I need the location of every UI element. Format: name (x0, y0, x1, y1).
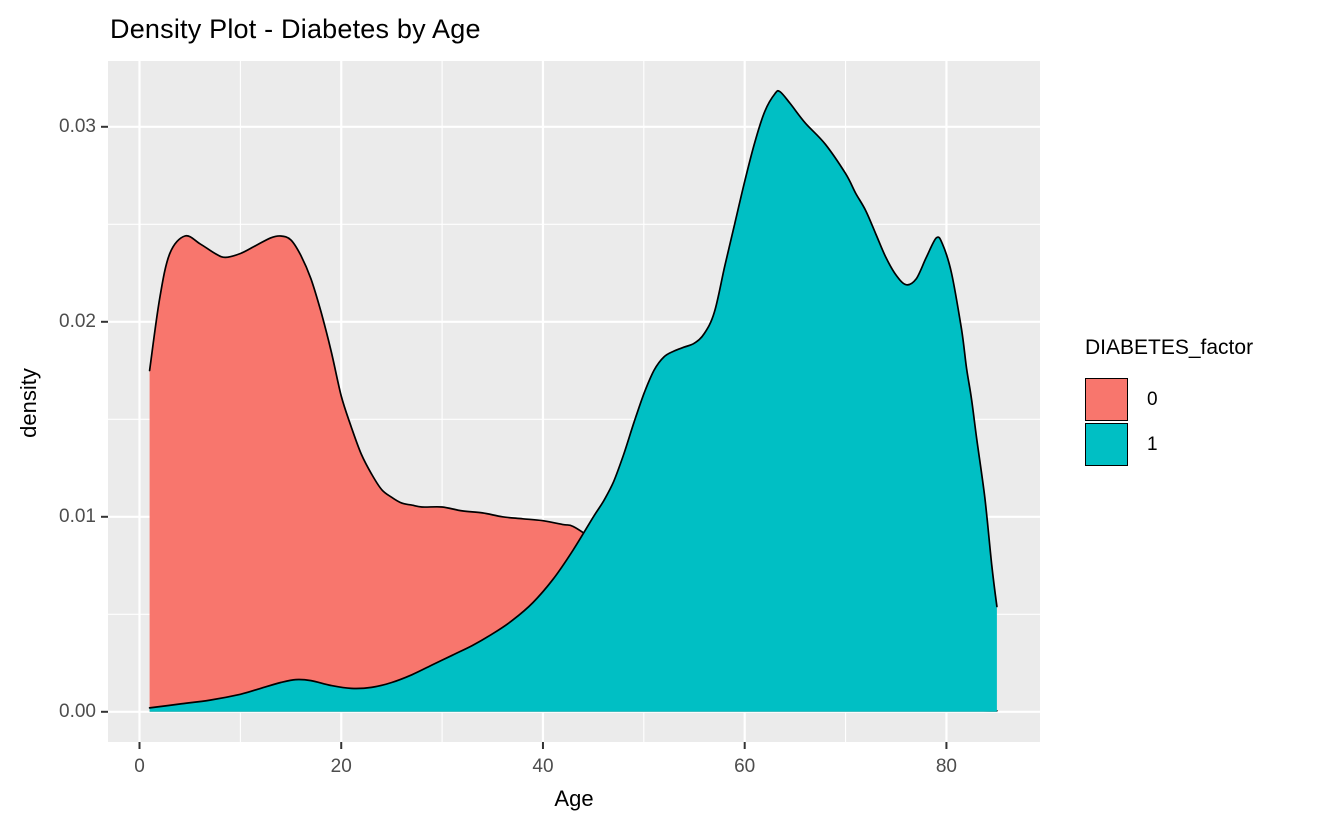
y-tick-label-0.01: 0.01 (59, 505, 96, 527)
density-areas (148, 89, 998, 712)
x-tick-label-80: 80 (935, 756, 957, 777)
y-tick-label-0.03: 0.03 (59, 115, 96, 137)
legend-swatch-red (1085, 378, 1128, 421)
x-tick-label-40: 40 (532, 756, 554, 777)
x-tick-label-0: 0 (134, 756, 145, 777)
chart-title: Density Plot - Diabetes by Age (110, 14, 481, 44)
legend-item-0: 0 (1085, 378, 1253, 421)
axis-tick-marks (101, 125, 948, 749)
density-area-0 (149, 235, 997, 712)
y-axis-title: density (16, 368, 41, 438)
y-tick-label-0.00: 0.00 (59, 700, 96, 722)
density-area-1 (149, 90, 997, 712)
density-outline-1 (148, 89, 998, 709)
y-tick-label-0.02: 0.02 (59, 310, 96, 332)
legend-item-1: 1 (1085, 423, 1253, 466)
legend-title: DIABETES_factor (1085, 336, 1254, 359)
legend-swatch-teal (1085, 423, 1128, 466)
x-tick-label-20: 20 (330, 756, 352, 777)
x-tick-label-60: 60 (734, 756, 756, 777)
legend-label-0: 0 (1147, 388, 1158, 410)
legend-label-1: 1 (1147, 433, 1158, 455)
x-axis-title: Age (554, 786, 594, 811)
legend: DIABETES_factor 0 1 (1085, 336, 1253, 468)
